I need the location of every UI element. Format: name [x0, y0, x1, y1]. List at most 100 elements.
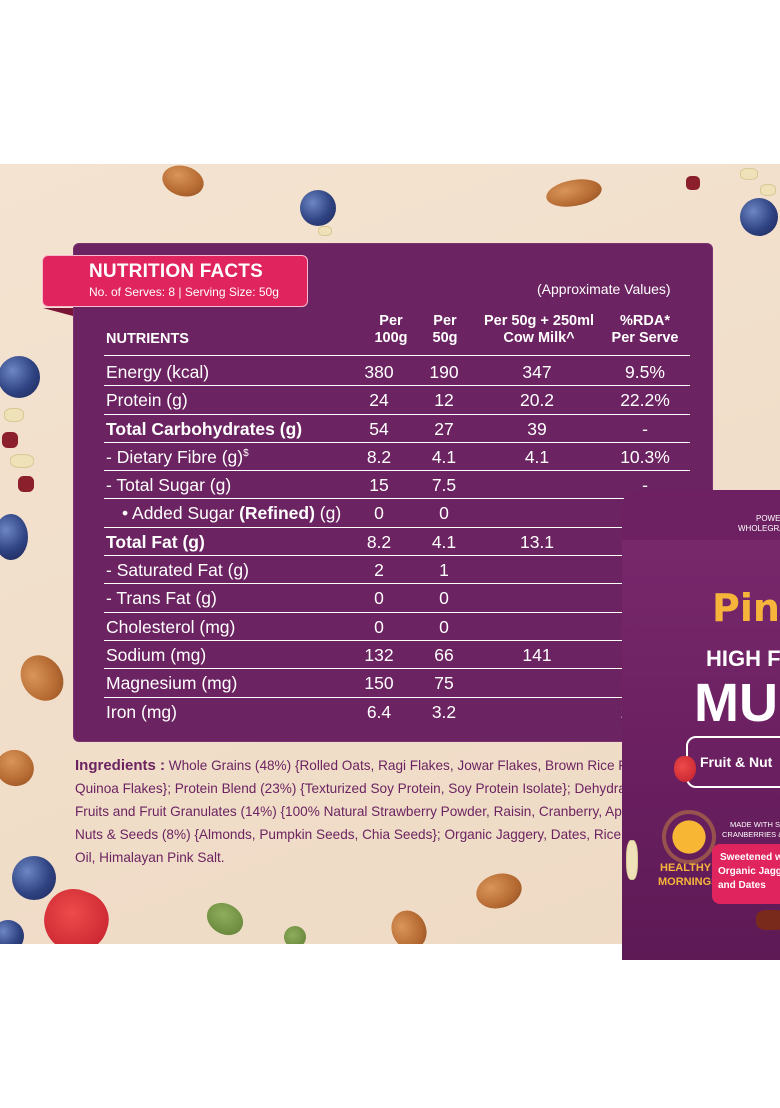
nutrient-name: - Saturated Fat (g): [106, 560, 249, 581]
nutrient-name: Total Carbohydrates (g): [106, 418, 303, 439]
nutrient-name: Cholesterol (mg): [106, 616, 236, 637]
value-per-50g: 0: [439, 616, 449, 637]
value-per-50g: 4.1: [431, 446, 457, 467]
value-per-100g: 24: [369, 390, 389, 411]
cranberry-decoration: [686, 176, 700, 190]
table-row: - Saturated Fat (g) 2 1 4.5%: [104, 556, 690, 585]
approximate-values-note: (Approximate Values): [537, 281, 671, 297]
pouch-oat-decoration: [626, 840, 638, 880]
pouch-high-text: HIGH F: [706, 646, 780, 671]
value-per-50g: 12: [434, 390, 454, 411]
oat-decoration: [318, 226, 332, 236]
nutrient-name-text: - Dietary Fibre (g): [106, 446, 244, 467]
nutrient-name: Energy (kcal): [106, 362, 210, 382]
pouch-sweetened-l3: and Dates: [718, 880, 766, 891]
blueberry-decoration: [0, 356, 40, 398]
pouch-healthy-l1: HEALTHY: [660, 862, 712, 874]
pumpkin-seed-decoration: [284, 926, 306, 944]
pouch-powered-text: POWE: [756, 514, 780, 523]
footnote-marker: $: [243, 448, 249, 460]
product-pouch: POWE WHOLEGRA Pin HIGH F MU Fruit & Nut …: [622, 490, 780, 960]
pouch-brand-logo: Pin: [712, 586, 780, 630]
table-row: - Trans Fat (g) 0 0 0%: [104, 584, 690, 613]
value-with-milk: 347: [522, 362, 552, 382]
value-per-50g: 190: [429, 362, 459, 382]
value-with-milk: 4.1: [524, 446, 550, 467]
header-with-milk-line2: Cow Milk^: [503, 330, 575, 346]
value-per-100g: 8.2: [366, 531, 392, 552]
value-rda: -: [642, 475, 648, 496]
ingredients-label: Ingredients :: [75, 757, 166, 774]
nutrient-name: - Trans Fat (g): [106, 588, 217, 609]
value-with-milk: 20.2: [519, 390, 555, 411]
table-row: Total Carbohydrates (g) 54 27 39 -: [104, 415, 690, 443]
blueberry-decoration: [0, 514, 28, 560]
pouch-sweetened-l2: Organic Jagger: [718, 866, 780, 877]
value-per-100g: 2: [374, 560, 384, 581]
blueberry-decoration: [0, 920, 24, 944]
almond-decoration: [385, 904, 433, 944]
nutrient-name: Iron (mg): [106, 701, 177, 722]
table-row: Iron (mg) 6.4 3.2 16.8%: [104, 698, 690, 726]
header-divider: [104, 355, 690, 356]
header-per-50g-line1: Per: [433, 313, 457, 329]
pouch-date-decoration: [756, 910, 780, 930]
table-row: Cholesterol (mg) 0 0 -: [104, 613, 690, 641]
value-per-50g: 3.2: [431, 701, 457, 722]
nutrient-name: - Dietary Fibre (g)$: [106, 447, 249, 468]
blueberry-decoration: [12, 856, 56, 900]
value-per-50g: 1: [439, 560, 449, 581]
pouch-healthy-l2: MORNINGS: [658, 876, 719, 888]
nutrient-name-pre: • Added Sugar: [122, 503, 240, 524]
value-per-50g: 75: [434, 673, 454, 694]
table-row: - Total Sugar (g) 15 7.5 -: [104, 471, 690, 500]
value-per-100g: 15: [369, 475, 389, 496]
nutrition-facts-badge: NUTRITION FACTS No. of Serves: 8 | Servi…: [42, 255, 308, 316]
value-per-100g: 132: [364, 644, 394, 665]
almond-decoration: [544, 175, 604, 211]
pouch-made-with-l2: CRANBERRIES & A: [722, 830, 780, 839]
ingredients-text: Ingredients : Whole Grains (48%) {Rolled…: [75, 754, 675, 869]
pouch-product-name: MU: [694, 673, 778, 733]
value-per-100g: 0: [374, 588, 384, 609]
value-per-100g: 54: [369, 418, 389, 439]
serving-info: No. of Serves: 8 | Serving Size: 50g: [89, 285, 279, 299]
value-per-50g: 27: [434, 418, 454, 439]
table-row: Sodium (mg) 132 66 141 3.3%: [104, 641, 690, 670]
nutrient-name: Sodium (mg): [106, 644, 207, 665]
table-row: • Added Sugar (Refined) (g) 0 0 0%: [104, 499, 690, 528]
pouch-strawberry: [674, 756, 696, 782]
pumpkin-seed-decoration: [201, 896, 249, 942]
nutrient-name: - Total Sugar (g): [106, 475, 232, 496]
nutrient-name: Total Fat (g): [106, 531, 205, 552]
value-per-100g: 0: [374, 503, 384, 524]
almond-decoration: [158, 164, 208, 201]
table-row: Energy (kcal) 380 190 347 9.5%: [104, 358, 690, 387]
value-per-50g: 0: [439, 503, 449, 524]
badge-fold: [43, 308, 73, 316]
value-rda: 22.2%: [620, 390, 670, 411]
header-nutrients: NUTRIENTS: [106, 331, 189, 347]
value-with-milk: 13.1: [519, 531, 555, 552]
almond-decoration: [11, 646, 73, 710]
nutrient-name-bold: (Refined): [239, 503, 315, 524]
value-per-50g: 0: [439, 588, 449, 609]
blueberry-decoration: [300, 190, 336, 226]
value-per-100g: 6.4: [366, 701, 392, 722]
nutrient-name: Protein (g): [106, 390, 188, 411]
value-rda: 9.5%: [625, 362, 665, 382]
oat-decoration: [740, 168, 758, 180]
header-rda: %RDA* Per Serve: [602, 313, 688, 347]
header-per-100g-line1: Per: [379, 313, 403, 329]
nutrient-name: • Added Sugar (Refined) (g): [122, 503, 341, 524]
nutrition-table: Energy (kcal) 380 190 347 9.5% Protein (…: [104, 358, 690, 726]
table-row: Total Fat (g) 8.2 4.1 13.1 6.1%: [104, 528, 690, 557]
header-rda-line2: Per Serve: [611, 330, 679, 346]
value-per-50g: 66: [434, 644, 454, 665]
header-per-50g: Per 50g: [410, 313, 480, 347]
oat-decoration: [4, 408, 24, 422]
sun-icon: [666, 814, 712, 860]
table-row: Protein (g) 24 12 20.2 22.2%: [104, 386, 690, 415]
value-per-100g: 0: [374, 616, 384, 637]
header-with-milk-line1: Per 50g + 250ml: [483, 313, 595, 329]
